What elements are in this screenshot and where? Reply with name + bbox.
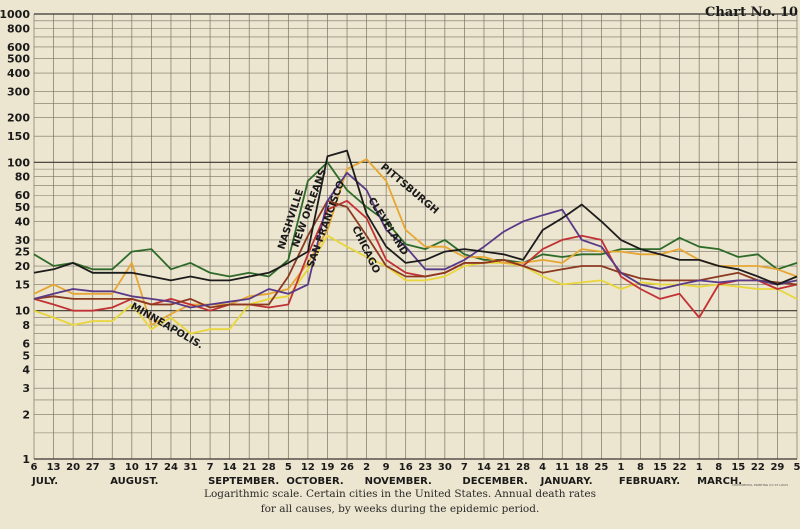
y-tick-label: 4 <box>22 364 30 377</box>
series-line-pittsburgh <box>33 149 798 286</box>
x-tick-label: 24 <box>164 462 178 473</box>
y-tick-label: 100 <box>7 156 30 169</box>
x-axis-month-labels: JULY. AUGUST. SEPTEMBER. OCTOBER. NOVEMBER. D… <box>31 476 742 487</box>
y-tick-label: 6 <box>22 338 30 351</box>
x-tick-label: 14 <box>223 462 237 473</box>
y-tick-label: 25 <box>15 246 30 259</box>
x-tick-label: 16 <box>399 462 413 473</box>
x-tick-label: 21 <box>497 462 511 473</box>
caption-line-1: Logarithmic scale. Certain cities in the… <box>204 488 596 500</box>
x-tick-label: 15 <box>653 462 667 473</box>
y-axis-labels: 1000800600500400300200150100806050403025… <box>0 8 30 466</box>
y-tick-label: 1 <box>22 453 30 466</box>
month-label: FEBRUARY. <box>619 476 680 487</box>
y-tick-label: 40 <box>15 215 31 228</box>
grid <box>33 13 798 460</box>
x-tick-label: 21 <box>242 462 256 473</box>
x-tick-label: 17 <box>144 462 158 473</box>
y-tick-label: 1000 <box>0 8 30 21</box>
x-tick-label: 19 <box>321 462 335 473</box>
month-label: MARCH. <box>697 476 742 487</box>
x-tick-label: 1 <box>617 462 624 473</box>
x-tick-label: 4 <box>539 462 546 473</box>
y-tick-label: 2 <box>22 408 30 421</box>
y-tick-label: 150 <box>7 130 30 143</box>
series-lines <box>33 149 798 335</box>
month-label: SEPTEMBER. <box>208 476 279 487</box>
x-tick-label: 20 <box>66 462 80 473</box>
x-tick-label: 30 <box>438 462 452 473</box>
x-axis-day-labels: 6 13 20 27 3 10 17 24 31 7 14 21 28 5 12 19 26 2 9 16 23 30 7 1… <box>31 462 800 473</box>
month-label: DECEMBER. <box>462 476 527 487</box>
x-tick-label: 29 <box>770 462 784 473</box>
y-tick-label: 400 <box>7 67 30 80</box>
y-tick-label: 20 <box>15 260 31 273</box>
x-tick-label: 1 <box>696 462 703 473</box>
x-tick-label: 9 <box>383 462 390 473</box>
y-tick-label: 15 <box>15 279 30 292</box>
series-line-nashville <box>33 161 798 278</box>
x-tick-label: 12 <box>301 462 315 473</box>
month-label: NOVEMBER. <box>365 476 432 487</box>
x-tick-label: 2 <box>363 462 370 473</box>
month-label: JULY. <box>31 476 58 487</box>
caption-line-2: for all causes, by weeks during the epid… <box>261 503 540 515</box>
series-line-minneapolis <box>33 234 798 335</box>
x-tick-label: 22 <box>751 462 765 473</box>
x-tick-label: 18 <box>575 462 589 473</box>
x-tick-label: 3 <box>109 462 116 473</box>
x-tick-label: 5 <box>794 462 800 473</box>
y-tick-label: 8 <box>22 319 30 332</box>
y-tick-label: 5 <box>22 349 30 362</box>
y-tick-label: 50 <box>15 201 31 214</box>
x-tick-label: 27 <box>86 462 100 473</box>
y-tick-label: 300 <box>7 86 30 99</box>
y-tick-label: 500 <box>7 53 30 66</box>
x-tick-label: 13 <box>47 462 61 473</box>
x-tick-label: 8 <box>715 462 722 473</box>
x-tick-label: 10 <box>125 462 139 473</box>
y-tick-label: 600 <box>7 41 30 54</box>
x-tick-label: 15 <box>731 462 745 473</box>
x-tick-label: 28 <box>262 462 276 473</box>
y-tick-label: 80 <box>15 171 31 184</box>
month-label: OCTOBER. <box>286 476 343 487</box>
x-tick-label: 11 <box>555 462 569 473</box>
printer-imprint: CONTINENTAL PRINTING CO ST LOUIS <box>732 483 788 487</box>
series-line-san-francisco <box>33 199 798 319</box>
y-tick-label: 60 <box>15 189 31 202</box>
series-line-new-orleans <box>33 158 798 326</box>
x-tick-label: 28 <box>516 462 530 473</box>
x-tick-label: 7 <box>461 462 468 473</box>
x-tick-label: 22 <box>673 462 687 473</box>
month-label: AUGUST. <box>110 476 158 487</box>
x-tick-label: 5 <box>285 462 292 473</box>
x-tick-label: 8 <box>637 462 644 473</box>
x-tick-label: 31 <box>184 462 198 473</box>
y-tick-label: 10 <box>15 305 31 318</box>
y-tick-label: 200 <box>7 112 30 125</box>
x-tick-label: 7 <box>207 462 214 473</box>
chart-title: Chart No. 10 <box>705 5 798 20</box>
x-tick-label: 23 <box>418 462 432 473</box>
x-tick-label: 14 <box>477 462 491 473</box>
y-tick-label: 800 <box>7 22 30 35</box>
y-tick-label: 3 <box>22 382 30 395</box>
x-tick-label: 26 <box>340 462 354 473</box>
x-tick-label: 25 <box>594 462 608 473</box>
month-label: JANUARY. <box>540 476 593 487</box>
series-line-cleveland <box>33 171 798 309</box>
series-line-chicago <box>33 199 798 309</box>
x-tick-label: 6 <box>31 462 38 473</box>
y-tick-label: 30 <box>15 234 31 247</box>
